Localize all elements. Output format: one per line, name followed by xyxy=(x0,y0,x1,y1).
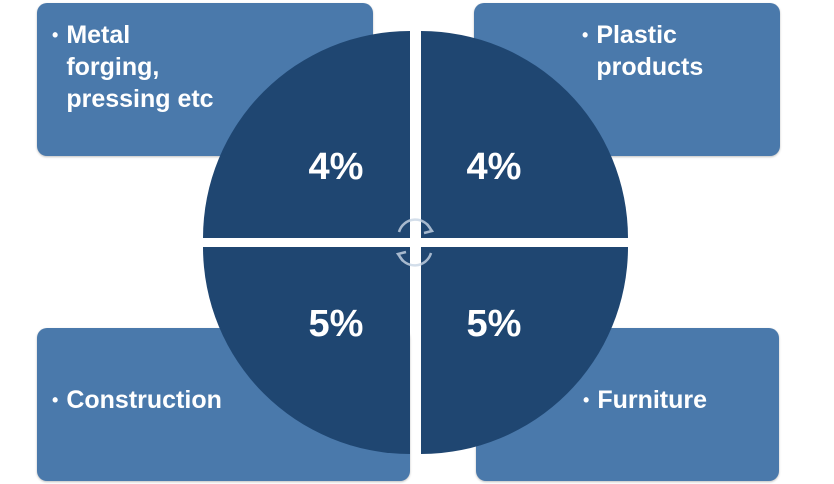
quadrant-bottom-left xyxy=(203,247,410,454)
percent-bottom-left: 5% xyxy=(309,303,364,345)
bullet-icon: • xyxy=(52,390,59,410)
bullet-icon: • xyxy=(583,390,590,410)
category-label-plastic: • Plastic products xyxy=(582,19,703,83)
bullet-icon: • xyxy=(52,25,59,45)
quadrant-bottom-right xyxy=(421,247,628,454)
quadrant-top-left xyxy=(203,31,410,238)
category-label-construction-text: Construction xyxy=(66,386,222,414)
category-label-construction: • Construction xyxy=(52,384,222,416)
category-label-furniture: • Furniture xyxy=(583,384,707,416)
percent-bottom-right: 5% xyxy=(467,303,522,345)
quadrant-top-right xyxy=(421,31,628,238)
bullet-icon: • xyxy=(582,25,589,45)
category-label-metal-text: Metal forging, pressing etc xyxy=(66,21,214,113)
category-label-plastic-text: Plastic products xyxy=(596,21,704,81)
percent-top-right: 4% xyxy=(467,146,522,188)
category-label-furniture-text: Furniture xyxy=(597,386,708,414)
percent-top-left: 4% xyxy=(309,146,364,188)
circular-arrows-icon xyxy=(395,218,435,267)
category-label-metal: • Metal forging, pressing etc xyxy=(52,19,214,115)
